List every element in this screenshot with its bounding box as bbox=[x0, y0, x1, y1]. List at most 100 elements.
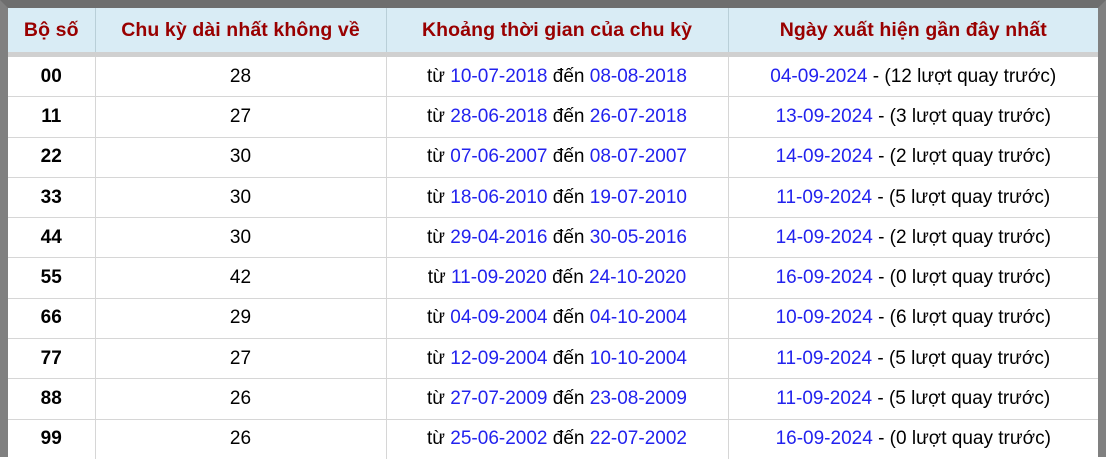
span-last-date[interactable]: 11-09-2024 bbox=[776, 388, 873, 410]
table-row[interactable]: 22 30 từ 07-06-2007 đến 08-07-2007 14-09-20… bbox=[8, 137, 1098, 178]
span-start-date[interactable]: 28-06-2018 bbox=[450, 105, 548, 127]
label-to: đến bbox=[552, 146, 585, 168]
span-spins-ago: (5 lượt quay trước) bbox=[888, 347, 1051, 369]
table-head: Bộ số Chu kỳ dài nhất không về Khoảng th… bbox=[8, 8, 1098, 57]
table-row[interactable]: 77 27 từ 12-09-2004 đến 10-10-2004 11-09-20… bbox=[8, 338, 1098, 380]
span-end-date[interactable]: 19-07-2010 bbox=[589, 186, 687, 208]
cell-pair[interactable]: 22 bbox=[8, 137, 96, 178]
table-row[interactable]: 99 26 từ 25-06-2002 đến 22-07-2002 16-09-20… bbox=[8, 419, 1098, 459]
label-from: từ bbox=[427, 428, 446, 450]
table-row[interactable]: 55 42 từ 11-09-2020 đến 24-10-2020 16-09-20… bbox=[8, 257, 1098, 299]
span-spins-ago: (12 lượt quay trước) bbox=[884, 65, 1057, 87]
cell-max-cycle: 26 bbox=[95, 419, 387, 459]
label-from: từ bbox=[427, 307, 446, 329]
table-row[interactable]: 44 30 từ 29-04-2016 đến 30-05-2016 14-09-20… bbox=[8, 217, 1098, 259]
label-to: đến bbox=[552, 186, 585, 208]
cell-pair[interactable]: 88 bbox=[8, 378, 96, 420]
cell-last-seen: 11-09-2024 - (5 lượt quay trước) bbox=[728, 177, 1098, 219]
span-spins-ago: (3 lượt quay trước) bbox=[889, 105, 1051, 127]
separator-dash: - bbox=[877, 347, 884, 369]
cell-max-cycle: 30 bbox=[95, 217, 387, 259]
label-from: từ bbox=[427, 388, 446, 410]
label-from: từ bbox=[427, 226, 446, 248]
separator-dash: - bbox=[878, 146, 885, 168]
span-spins-ago: (0 lượt quay trước) bbox=[889, 267, 1051, 289]
separator-dash: - bbox=[878, 428, 885, 450]
span-end-date[interactable]: 04-10-2004 bbox=[589, 307, 687, 329]
cell-pair[interactable]: 55 bbox=[8, 257, 96, 299]
span-last-date[interactable]: 11-09-2024 bbox=[776, 186, 873, 208]
span-last-date[interactable]: 16-09-2024 bbox=[775, 428, 873, 450]
column-header-pair[interactable]: Bộ số bbox=[8, 8, 96, 57]
span-last-date[interactable]: 14-09-2024 bbox=[775, 146, 873, 168]
span-start-date[interactable]: 27-07-2009 bbox=[450, 388, 548, 410]
span-start-date[interactable]: 10-07-2018 bbox=[450, 65, 548, 87]
span-start-date[interactable]: 18-06-2010 bbox=[450, 186, 548, 208]
span-end-date[interactable]: 08-07-2007 bbox=[589, 146, 687, 168]
span-last-date[interactable]: 04-09-2024 bbox=[770, 65, 868, 87]
span-end-date[interactable]: 26-07-2018 bbox=[589, 105, 687, 127]
separator-dash: - bbox=[872, 65, 880, 87]
column-header-cycle-span[interactable]: Khoảng thời gian của chu kỳ bbox=[386, 8, 729, 57]
cell-last-seen: 16-09-2024 - (0 lượt quay trước) bbox=[728, 257, 1098, 299]
separator-dash: - bbox=[878, 307, 885, 329]
table-row[interactable]: 11 27 từ 28-06-2018 đến 26-07-2018 13-09-20… bbox=[8, 96, 1098, 138]
span-end-date[interactable]: 10-10-2004 bbox=[589, 347, 687, 369]
span-start-date[interactable]: 11-09-2020 bbox=[451, 267, 547, 289]
cell-pair[interactable]: 66 bbox=[8, 298, 96, 340]
label-to: đến bbox=[552, 428, 585, 450]
span-start-date[interactable]: 12-09-2004 bbox=[450, 347, 548, 369]
cell-pair[interactable]: 77 bbox=[8, 338, 96, 380]
span-end-date[interactable]: 30-05-2016 bbox=[589, 226, 687, 248]
span-end-date[interactable]: 08-08-2018 bbox=[589, 65, 687, 87]
cell-cycle-span: từ 28-06-2018 đến 26-07-2018 bbox=[386, 96, 729, 138]
span-last-date[interactable]: 14-09-2024 bbox=[775, 226, 873, 248]
span-last-date[interactable]: 10-09-2024 bbox=[775, 307, 873, 329]
column-header-last-seen[interactable]: Ngày xuất hiện gần đây nhất bbox=[728, 8, 1098, 57]
span-spins-ago: (6 lượt quay trước) bbox=[889, 307, 1051, 329]
table-row[interactable]: 00 28 từ 10-07-2018 đến 08-08-2018 04-09-20… bbox=[8, 54, 1098, 98]
cell-pair[interactable]: 00 bbox=[8, 54, 96, 98]
column-header-max-cycle[interactable]: Chu kỳ dài nhất không về bbox=[95, 8, 387, 57]
label-to: đến bbox=[552, 267, 584, 289]
table-row[interactable]: 66 29 từ 04-09-2004 đến 04-10-2004 10-09-20… bbox=[8, 298, 1098, 340]
span-start-date[interactable]: 29-04-2016 bbox=[450, 226, 548, 248]
label-from: từ bbox=[427, 267, 446, 289]
span-spins-ago: (2 lượt quay trước) bbox=[889, 226, 1051, 248]
label-to: đến bbox=[552, 105, 585, 127]
cell-cycle-span: từ 27-07-2009 đến 23-08-2009 bbox=[386, 378, 729, 420]
cell-last-seen: 11-09-2024 - (5 lượt quay trước) bbox=[728, 378, 1098, 420]
table-row[interactable]: 33 30 từ 18-06-2010 đến 19-07-2010 11-09-20… bbox=[8, 177, 1098, 219]
span-start-date[interactable]: 07-06-2007 bbox=[450, 146, 548, 168]
span-start-date[interactable]: 04-09-2004 bbox=[450, 307, 548, 329]
cell-max-cycle: 28 bbox=[95, 54, 387, 98]
separator-dash: - bbox=[878, 105, 885, 127]
label-from: từ bbox=[427, 105, 446, 127]
cell-pair[interactable]: 33 bbox=[8, 177, 96, 219]
cell-cycle-span: từ 04-09-2004 đến 04-10-2004 bbox=[386, 298, 729, 340]
span-end-date[interactable]: 24-10-2020 bbox=[589, 267, 687, 289]
label-to: đến bbox=[552, 307, 585, 329]
cell-last-seen: 10-09-2024 - (6 lượt quay trước) bbox=[728, 298, 1098, 340]
span-last-date[interactable]: 11-09-2024 bbox=[776, 347, 873, 369]
separator-dash: - bbox=[877, 186, 884, 208]
cell-pair[interactable]: 11 bbox=[8, 96, 96, 138]
span-start-date[interactable]: 25-06-2002 bbox=[450, 428, 548, 450]
cell-pair[interactable]: 44 bbox=[8, 217, 96, 259]
separator-dash: - bbox=[877, 388, 884, 410]
span-end-date[interactable]: 22-07-2002 bbox=[589, 428, 687, 450]
span-end-date[interactable]: 23-08-2009 bbox=[589, 388, 687, 410]
cell-cycle-span: từ 29-04-2016 đến 30-05-2016 bbox=[386, 217, 729, 259]
span-spins-ago: (5 lượt quay trước) bbox=[888, 388, 1051, 410]
separator-dash: - bbox=[878, 226, 885, 248]
cell-cycle-span: từ 25-06-2002 đến 22-07-2002 bbox=[386, 419, 729, 459]
cell-last-seen: 04-09-2024 - (12 lượt quay trước) bbox=[728, 54, 1098, 98]
span-spins-ago: (5 lượt quay trước) bbox=[888, 186, 1051, 208]
cell-max-cycle: 27 bbox=[95, 96, 387, 138]
cell-pair[interactable]: 99 bbox=[8, 419, 96, 459]
table-row[interactable]: 88 26 từ 27-07-2009 đến 23-08-2009 11-09-20… bbox=[8, 378, 1098, 420]
span-last-date[interactable]: 13-09-2024 bbox=[775, 105, 873, 127]
table-body: 00 28 từ 10-07-2018 đến 08-08-2018 04-09-20… bbox=[8, 54, 1098, 459]
span-last-date[interactable]: 16-09-2024 bbox=[775, 267, 873, 289]
